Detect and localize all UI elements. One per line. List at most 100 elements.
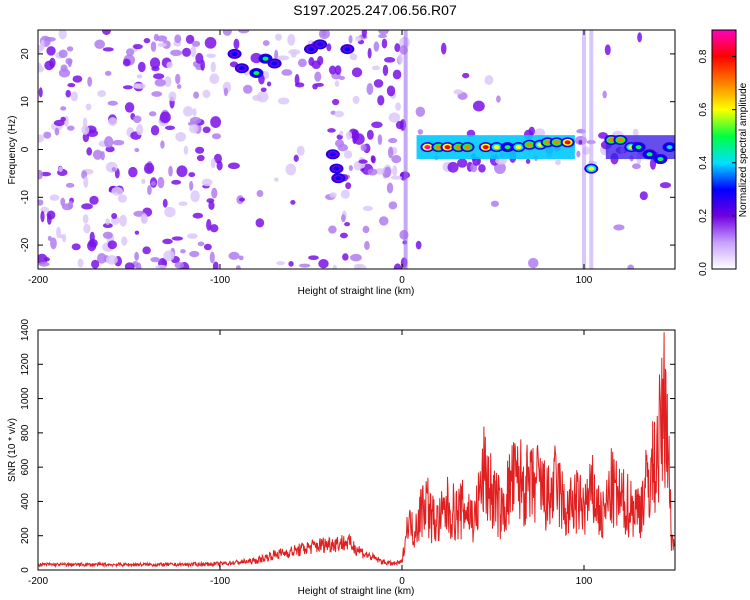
heatmap-cell: [124, 102, 135, 113]
y-tick-label: 600: [20, 458, 31, 475]
heatmap-feature-core: [588, 166, 595, 171]
heatmap-cell: [162, 198, 168, 208]
heatmap-cell: [100, 151, 105, 161]
heatmap-cell: [142, 246, 151, 255]
heatmap-cell: [209, 73, 220, 85]
heatmap-cell: [136, 124, 144, 136]
heatmap-cell: [343, 150, 353, 159]
heatmap-cell: [183, 145, 189, 155]
heatmap-cell: [356, 263, 367, 269]
heatmap-cell: [94, 39, 106, 50]
heatmap-cell: [105, 218, 110, 225]
heatmap-cell: [82, 214, 89, 224]
heatmap-cell: [188, 172, 196, 178]
heatmap-feature-core: [526, 142, 533, 147]
heatmap-cell: [185, 34, 195, 44]
heatmap-cell: [38, 261, 50, 267]
heatmap-cell: [308, 255, 319, 261]
heatmap-cell: [351, 67, 363, 78]
snr-series-line: [38, 332, 675, 569]
heatmap-cell: [388, 201, 398, 210]
heatmap-cell: [328, 225, 337, 234]
heatmap-cell: [141, 215, 146, 224]
heatmap-cell: [150, 181, 156, 186]
heatmap-cell: [392, 165, 398, 177]
heatmap-cell: [388, 112, 401, 123]
heatmap-cell: [329, 192, 337, 198]
heatmap-cell: [160, 140, 165, 149]
y-tick-label: 200: [20, 527, 31, 544]
heatmap-cell: [119, 214, 127, 227]
heatmap-cell: [527, 257, 539, 269]
heatmap-cell: [637, 32, 642, 43]
heatmap-cell: [150, 41, 157, 52]
heatmap-cell: [484, 75, 494, 86]
heatmap-cell: [334, 80, 340, 87]
y-tick-label: -20: [20, 237, 31, 252]
heatmap-cell: [201, 178, 213, 187]
heatmap-feature-core: [435, 145, 442, 150]
heatmap-cell: [275, 33, 282, 41]
heatmap-streak: [403, 30, 408, 269]
heatmap-cell: [233, 38, 240, 50]
heatmap-cell: [318, 258, 329, 269]
heatmap-cell: [157, 176, 165, 189]
spectrogram-heatmap: [38, 30, 675, 269]
heatmap-cell: [266, 81, 272, 87]
heatmap-cell: [336, 134, 343, 140]
heatmap-cell: [92, 149, 103, 160]
heatmap-feature-core: [335, 176, 342, 181]
heatmap-cell: [96, 252, 107, 264]
heatmap-cell: [252, 95, 263, 101]
heatmap-cell: [209, 251, 215, 264]
heatmap-cell: [187, 233, 198, 239]
heatmap-cell: [60, 64, 68, 72]
heatmap-cell: [576, 150, 581, 158]
heatmap-cell: [453, 89, 463, 95]
heatmap-cell: [192, 212, 204, 219]
heatmap-cell: [147, 185, 152, 196]
y-tick-label: 800: [20, 424, 31, 441]
heatmap-cell: [67, 82, 76, 88]
heatmap-cell: [82, 132, 90, 143]
heatmap-cell: [86, 129, 99, 138]
heatmap-cell: [149, 57, 161, 69]
heatmap-cell: [627, 264, 635, 269]
heatmap-cell: [91, 259, 100, 269]
heatmap-cell: [371, 65, 381, 71]
snr-y-axis-label: SNR (10 * v/v): [7, 418, 18, 482]
heatmap-cell: [128, 166, 138, 178]
heatmap-cell: [38, 199, 44, 206]
x-tick-label: 100: [576, 576, 593, 587]
heatmap-streak: [589, 30, 594, 269]
heatmap-feature-core: [464, 145, 471, 150]
heatmap-cell: [102, 231, 113, 239]
heatmap-cell: [297, 58, 307, 68]
heatmap-cell: [54, 127, 60, 136]
heatmap-cell: [494, 161, 506, 174]
heatmap-cell: [189, 124, 199, 134]
x-tick-label: 100: [576, 275, 593, 286]
heatmap-cell: [390, 175, 403, 180]
snr-x-ticks: -200 -100 0 100: [28, 330, 593, 587]
heatmap-cell: [256, 189, 264, 198]
heatmap-cell: [391, 155, 402, 164]
heatmap-cell: [134, 230, 140, 235]
heatmap-cell: [341, 214, 346, 223]
heatmap-streak: [582, 30, 586, 269]
heatmap-feature-core: [493, 145, 500, 150]
heatmap-cell: [392, 69, 402, 80]
spectrogram-x-ticks: -200 -100 0 100: [28, 30, 593, 286]
heatmap-cell: [171, 179, 182, 185]
heatmap-cell: [238, 255, 244, 261]
heatmap-cell: [56, 226, 62, 239]
heatmap-cell: [528, 126, 535, 136]
heatmap-cell: [386, 182, 394, 194]
heatmap-cell: [318, 30, 330, 40]
heatmap-cell: [71, 243, 81, 251]
heatmap-cell: [44, 257, 50, 262]
heatmap-cell: [150, 125, 160, 136]
heatmap-cell: [72, 75, 83, 83]
heatmap-cell: [327, 128, 336, 133]
